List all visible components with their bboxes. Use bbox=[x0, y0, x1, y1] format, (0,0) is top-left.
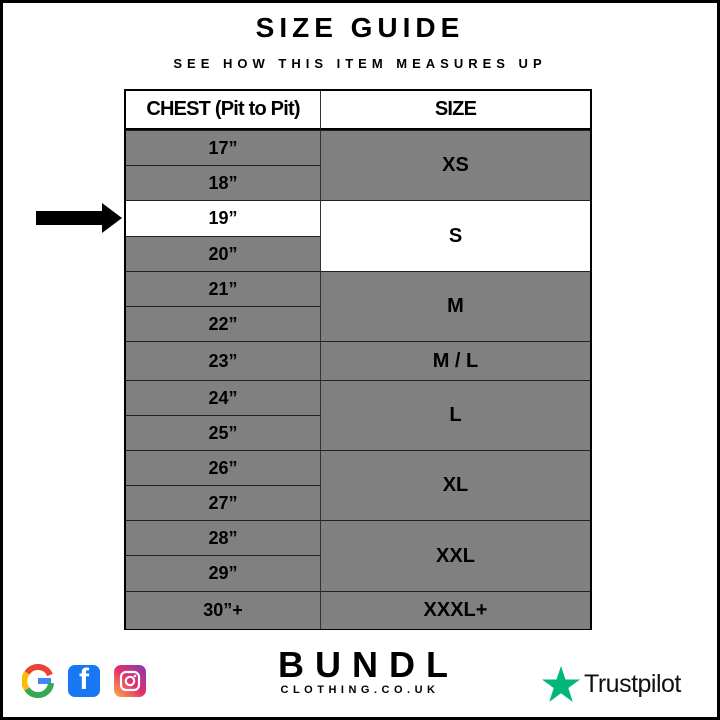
chest-cell: 25” bbox=[126, 415, 321, 450]
size-cell: XL bbox=[321, 450, 590, 520]
chest-cell: 26” bbox=[126, 450, 321, 485]
header-size: SIZE bbox=[321, 91, 590, 130]
brand-logo: BUNDL CLOTHING.CO.UK bbox=[278, 646, 448, 697]
chest-cell: 27” bbox=[126, 485, 321, 520]
size-cell: M / L bbox=[321, 341, 590, 380]
chest-cell: 21” bbox=[126, 271, 321, 306]
trustpilot-text: Trustpilot bbox=[584, 669, 681, 698]
size-cell: XS bbox=[321, 130, 590, 200]
header-chest: CHEST (Pit to Pit) bbox=[126, 91, 321, 130]
chest-cell: 18” bbox=[126, 165, 321, 200]
arrow-right-icon bbox=[36, 203, 122, 233]
chest-cell: 17” bbox=[126, 130, 321, 165]
page-title: SIZE GUIDE bbox=[255, 12, 465, 43]
size-cell: XXL bbox=[321, 520, 590, 591]
size-table: CHEST (Pit to Pit) SIZE 17” 18” 19” 20” 21” 2… bbox=[124, 89, 592, 630]
chest-cell: 30”+ bbox=[126, 591, 321, 629]
brand-name: BUNDL bbox=[278, 644, 459, 685]
size-cell: S bbox=[321, 200, 590, 271]
chest-cell: 24” bbox=[126, 380, 321, 415]
chest-cell: 29” bbox=[126, 555, 321, 591]
chest-cell: 23” bbox=[126, 341, 321, 380]
chest-cell: 19” bbox=[126, 200, 321, 236]
chest-cell: 22” bbox=[126, 306, 321, 341]
chest-cell: 20” bbox=[126, 236, 321, 271]
page-subtitle: SEE HOW THIS ITEM MEASURES UP bbox=[173, 56, 547, 71]
social-icons: f bbox=[22, 663, 146, 698]
trustpilot-star-icon bbox=[542, 666, 580, 702]
brand-url: CLOTHING.CO.UK bbox=[280, 684, 440, 696]
size-cell: M bbox=[321, 271, 590, 341]
size-cell: L bbox=[321, 380, 590, 450]
google-icon[interactable] bbox=[22, 664, 54, 698]
chest-cell: 28” bbox=[126, 520, 321, 555]
trustpilot-logo[interactable]: Trustpilot bbox=[542, 666, 681, 702]
size-cell: XXXL+ bbox=[321, 591, 590, 629]
instagram-icon[interactable] bbox=[114, 665, 146, 697]
facebook-icon[interactable]: f bbox=[68, 663, 100, 697]
